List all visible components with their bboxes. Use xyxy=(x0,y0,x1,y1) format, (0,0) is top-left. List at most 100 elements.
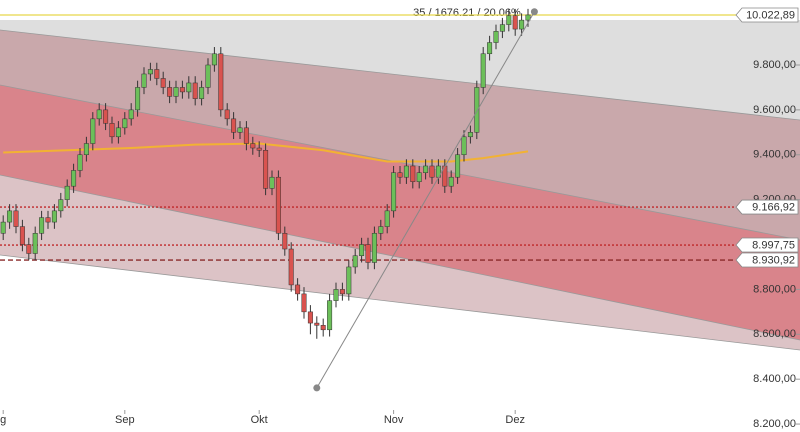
candle-body xyxy=(0,221,6,234)
candle-body xyxy=(365,244,371,263)
candle-body xyxy=(499,24,505,32)
level-label: 8.930,92 xyxy=(752,254,795,266)
candle-body xyxy=(403,165,409,178)
trendline-point xyxy=(313,384,321,392)
candle-body xyxy=(301,293,307,313)
candle-body xyxy=(71,170,77,187)
annotation: 35 / 1676.21 / 20.06% xyxy=(413,7,521,19)
candle-body xyxy=(275,176,281,234)
candle-body xyxy=(455,154,461,178)
candle-body xyxy=(205,64,211,88)
candle-body xyxy=(7,210,13,223)
band xyxy=(0,20,800,120)
candle-body xyxy=(32,233,38,254)
y-tick-label: 9.600,00 xyxy=(753,104,796,116)
candle-body xyxy=(525,14,531,21)
candle-body xyxy=(103,109,109,124)
candle-body xyxy=(256,147,262,151)
candle-body xyxy=(423,165,429,173)
candle-body xyxy=(333,289,339,301)
x-tick-label: Nov xyxy=(384,414,404,426)
candle-body xyxy=(269,176,275,189)
candle-body xyxy=(109,123,115,138)
level-box xyxy=(735,199,799,215)
candle-body xyxy=(250,143,256,149)
candle-body xyxy=(167,87,173,97)
candle-body xyxy=(77,154,83,171)
candle-body xyxy=(122,118,128,129)
trendline xyxy=(316,11,535,389)
candle-body xyxy=(461,136,467,156)
candle-body xyxy=(90,118,96,144)
candle-body xyxy=(307,311,313,324)
candle-body xyxy=(39,217,45,234)
level-box xyxy=(735,252,799,268)
candle-body xyxy=(211,53,217,66)
candle-body xyxy=(282,233,288,250)
y-tick-label: 9.800,00 xyxy=(753,59,796,71)
y-tick-label: 8.400,00 xyxy=(753,373,796,385)
band xyxy=(0,85,800,340)
candle-body xyxy=(186,82,192,93)
trendline-point xyxy=(530,8,538,16)
candle-body xyxy=(218,53,224,111)
candle-body xyxy=(487,42,493,55)
band-edge xyxy=(0,29,800,121)
candle-body xyxy=(327,300,333,331)
candle-body xyxy=(359,244,365,256)
candle-body xyxy=(429,165,435,178)
level-box xyxy=(735,237,799,253)
candle-body xyxy=(410,165,416,182)
candle-body xyxy=(128,109,134,120)
y-tick-label: 8.600,00 xyxy=(753,328,796,340)
level-label: 8.997,75 xyxy=(752,239,795,251)
candle-body xyxy=(467,132,473,138)
candle-body xyxy=(512,15,518,30)
candle-body xyxy=(346,266,352,295)
x-tick-label: g xyxy=(0,414,6,426)
y-tick-label: 9.400,00 xyxy=(753,149,796,161)
candle-body xyxy=(416,172,422,182)
candle-body xyxy=(58,199,64,212)
candle-body xyxy=(448,176,454,187)
last-price-box xyxy=(735,7,799,23)
candle-body xyxy=(51,210,57,223)
candle-body xyxy=(384,210,390,227)
level-label: 9.166,92 xyxy=(752,201,795,213)
candle-body xyxy=(115,127,121,138)
candle-body xyxy=(135,87,141,111)
candle-body xyxy=(83,143,89,156)
candle-body xyxy=(295,284,301,295)
candle-body xyxy=(474,87,480,133)
candle-body xyxy=(160,78,166,88)
candle-body xyxy=(154,69,160,79)
candle-body xyxy=(378,226,384,234)
candle-body xyxy=(371,233,377,263)
x-tick-label: Sep xyxy=(115,414,135,426)
band-edge xyxy=(0,254,800,351)
candle-body xyxy=(96,109,102,120)
candle-body xyxy=(352,255,358,268)
candle-body xyxy=(288,248,294,286)
candle-body xyxy=(64,185,70,200)
candle-body xyxy=(19,226,25,245)
candle-body xyxy=(314,322,320,326)
candle-body xyxy=(320,325,326,331)
candle-body xyxy=(391,172,397,212)
candle-body xyxy=(224,109,230,120)
candle-body xyxy=(147,69,153,75)
y-tick-label: 8.800,00 xyxy=(753,283,796,295)
candle-body xyxy=(493,31,499,43)
candle-body xyxy=(192,82,198,99)
candle-body xyxy=(519,19,525,30)
x-tick-label: Dez xyxy=(505,414,525,426)
candle-body xyxy=(231,118,237,133)
candle-body xyxy=(263,150,269,189)
last-price-label: 10.022,89 xyxy=(746,9,795,21)
band-edge xyxy=(0,174,800,341)
candle-body xyxy=(237,127,243,133)
candle-body xyxy=(179,87,185,93)
candle-body xyxy=(45,217,51,223)
band xyxy=(0,30,800,240)
candle-body xyxy=(199,87,205,99)
